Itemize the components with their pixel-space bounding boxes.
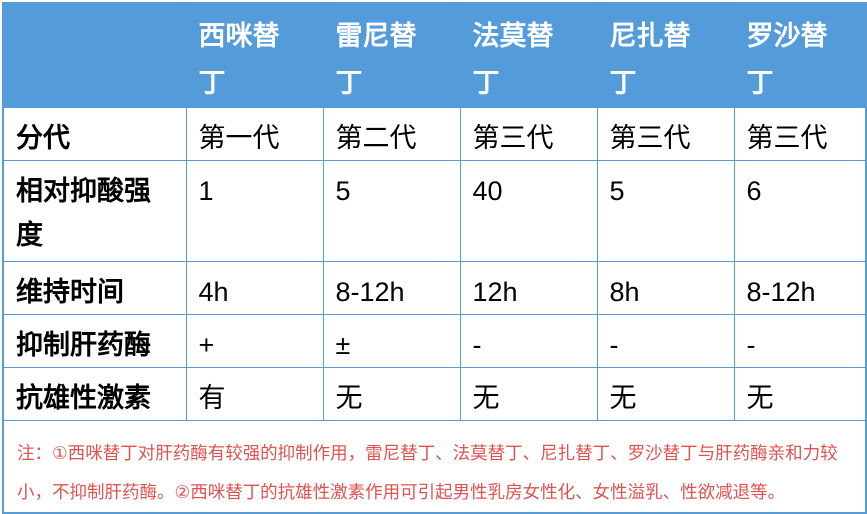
footnote-text: 注：①西咪替丁对肝药酶有较强的抑制作用，雷尼替丁、法莫替丁、尼扎替丁、罗沙替丁与… [2,420,867,514]
table-cell: 有 [185,367,324,421]
table-cell: 8-12h [733,261,867,315]
row-label-generation: 分代 [2,107,187,161]
column-header-famotidine: 法莫替丁 [459,2,598,108]
table-cell: 第三代 [596,107,735,161]
table-cell: 无 [596,367,735,421]
table-row-liver-enzyme-inhibition: 抑制肝药酶 + ± - - - [2,314,867,368]
table-cell: 6 [733,160,867,262]
table-cell: 8-12h [322,261,461,315]
table-cell: 8h [596,261,735,315]
table-row-generation: 分代 第一代 第二代 第三代 第三代 第三代 [2,107,867,161]
table-cell: - [596,314,735,368]
table-cell: 12h [459,261,598,315]
row-label-acid-suppression: 相对抑酸强度 [2,160,187,262]
table-cell: 无 [733,367,867,421]
row-label-liver-enzyme-inhibition: 抑制肝药酶 [2,314,187,368]
column-header-label: 西咪替丁 [198,21,280,98]
table-cell: 无 [322,367,461,421]
column-header-label: 罗沙替丁 [746,21,828,98]
table-cell: 无 [459,367,598,421]
column-header-label: 法莫替丁 [472,21,554,98]
table-cell: ± [322,314,461,368]
table-cell: 第二代 [322,107,461,161]
column-header-label: 尼扎替丁 [609,21,691,98]
table-cell: 40 [459,160,598,262]
column-header-roxatidine: 罗沙替丁 [733,2,867,108]
table-cell: + [185,314,324,368]
column-header-ranitidine: 雷尼替丁 [322,2,461,108]
table-cell: 第一代 [185,107,324,161]
table-cell: 1 [185,160,324,262]
table-cell: 第三代 [733,107,867,161]
corner-header-cell [2,2,187,108]
row-label-duration: 维持时间 [2,261,187,315]
table-cell: - [733,314,867,368]
table-cell: 5 [596,160,735,262]
row-label-antiandrogen: 抗雄性激素 [2,367,187,421]
footnote-row: 注：①西咪替丁对肝药酶有较强的抑制作用，雷尼替丁、法莫替丁、尼扎替丁、罗沙替丁与… [2,420,867,514]
table-cell: - [459,314,598,368]
table-cell: 4h [185,261,324,315]
table-cell: 5 [322,160,461,262]
column-header-nizatidine: 尼扎替丁 [596,2,735,108]
table-row-acid-suppression: 相对抑酸强度 1 5 40 5 6 [2,160,867,262]
table-row-duration: 维持时间 4h 8-12h 12h 8h 8-12h [2,261,867,315]
table-row-antiandrogen: 抗雄性激素 有 无 无 无 无 [2,367,867,421]
column-header-label: 雷尼替丁 [335,21,417,98]
header-row: 西咪替丁 雷尼替丁 法莫替丁 尼扎替丁 罗沙替丁 [2,2,867,108]
table-cell: 第三代 [459,107,598,161]
column-header-cimetidine: 西咪替丁 [185,2,324,108]
